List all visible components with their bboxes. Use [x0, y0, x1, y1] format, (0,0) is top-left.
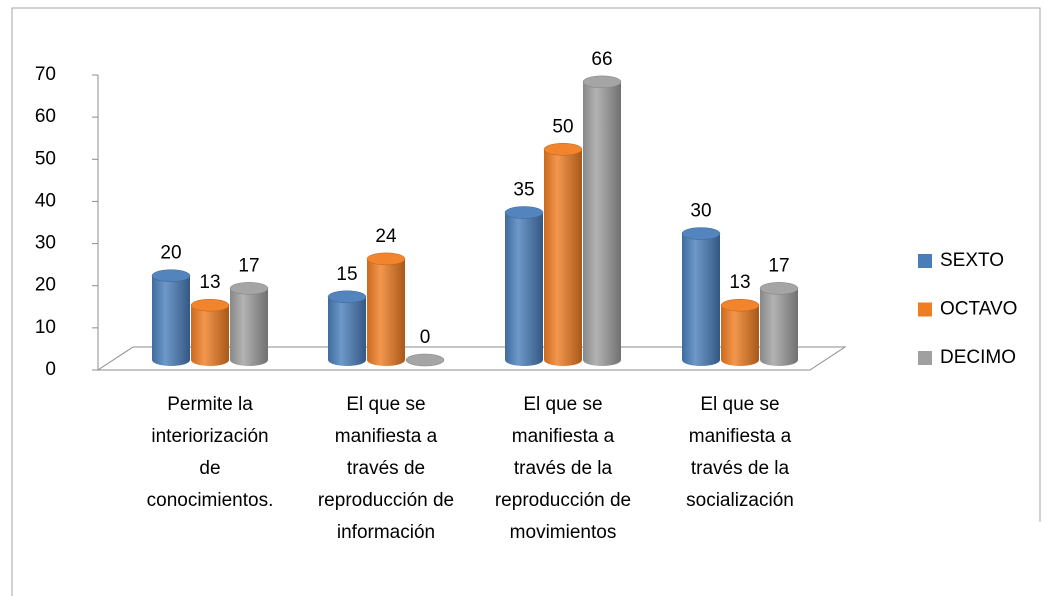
y-tick-label: 60: [35, 106, 56, 127]
bar-top: [327, 290, 367, 304]
bar: [760, 288, 798, 366]
legend-label: SEXTO: [940, 250, 1004, 271]
x-tick-label: Permite la interiorización de conocimientos…: [147, 394, 274, 511]
y-tick-label: 50: [35, 148, 56, 169]
y-tick-label: 20: [35, 275, 56, 296]
bar-top: [366, 252, 406, 266]
floor: [96, 346, 847, 371]
y-tick-label: 0: [45, 359, 56, 380]
bar-top: [681, 227, 721, 240]
data-label: 17: [238, 255, 259, 276]
x-tick-label: El que se manifiesta a través de la sociali…: [686, 394, 794, 511]
bar-top: [720, 298, 760, 312]
bar-top: [759, 282, 799, 295]
y-tick-label: 10: [35, 317, 56, 338]
x-tick-label: El que se manifiesta a través de la reprodu…: [495, 394, 631, 543]
bar-top: [504, 206, 544, 219]
bar: [682, 233, 720, 366]
legend-swatch: [918, 302, 932, 317]
bar: [367, 258, 405, 366]
data-label: 35: [513, 180, 534, 201]
bar: [583, 81, 621, 366]
data-label: 20: [160, 243, 181, 264]
legend-label: DECIMO: [940, 347, 1016, 368]
y-tick-label: 40: [35, 190, 56, 211]
bar-top: [405, 353, 445, 367]
data-label: 15: [336, 264, 357, 285]
data-label: 66: [591, 49, 612, 70]
bar-top: [229, 282, 269, 295]
bar: [505, 212, 543, 366]
bar-top: [190, 298, 230, 312]
bar-top: [582, 75, 622, 89]
bar: [328, 296, 366, 366]
legend-swatch: [918, 351, 932, 365]
bar: [721, 305, 759, 366]
bar: [191, 305, 229, 366]
data-label: 30: [690, 201, 711, 222]
data-label: 50: [552, 116, 573, 137]
bar-top: [151, 269, 191, 282]
bar: [544, 149, 582, 366]
bar: [152, 275, 190, 366]
data-label: 13: [729, 272, 750, 293]
legend-label: OCTAVO: [940, 299, 1017, 320]
data-label: 13: [199, 272, 220, 293]
data-label: 17: [768, 255, 789, 276]
y-tick-label: 70: [35, 64, 56, 85]
bar-top: [543, 143, 583, 156]
data-label: 0: [420, 327, 431, 348]
chart-frame: [11, 7, 1041, 596]
bar: [230, 288, 268, 366]
data-label: 24: [375, 226, 397, 247]
y-tick-label: 30: [35, 233, 56, 254]
x-tick-label: El que se manifiesta a través de reproducci…: [318, 394, 454, 543]
legend-swatch: [918, 254, 932, 268]
